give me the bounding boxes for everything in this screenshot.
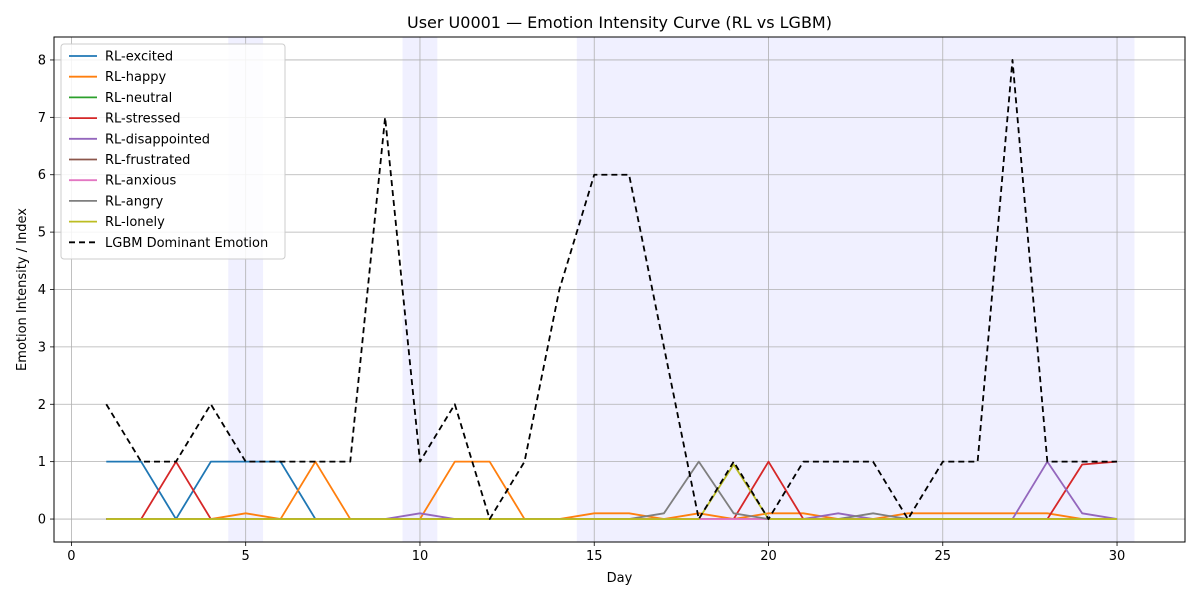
legend-label: RL-lonely <box>105 215 165 230</box>
legend-label: RL-happy <box>105 70 166 85</box>
legend-label: RL-stressed <box>105 112 180 127</box>
axis-ticks: 0 5 10 15 20 25 30 0 1 2 3 4 5 6 7 8 <box>38 53 1126 564</box>
x-axis-title: Day <box>607 571 633 586</box>
series-line-rl-happy <box>106 460 1118 520</box>
x-tick-label: 5 <box>242 549 250 564</box>
legend-label: LGBM Dominant Emotion <box>105 236 268 251</box>
series-line-lgbm-dominant-emotion <box>105 59 1118 520</box>
y-tick-label: 1 <box>38 455 46 470</box>
x-tick-label: 25 <box>934 549 951 564</box>
y-tick-label: 7 <box>38 111 46 126</box>
y-axis-title: Emotion Intensity / Index <box>15 208 30 371</box>
legend-label: RL-neutral <box>105 91 172 106</box>
x-tick-label: 10 <box>412 549 429 564</box>
legend-label: RL-disappointed <box>105 132 210 147</box>
y-tick-label: 8 <box>38 53 46 68</box>
legend-box <box>60 43 286 260</box>
series-line-rl-lonely <box>106 463 1118 520</box>
legend-label: RL-angry <box>105 194 164 209</box>
x-tick-label: 20 <box>760 549 777 564</box>
legend: RL-excited RL-happy RL-neutral RL-stressed R… <box>60 43 286 260</box>
y-tick-label: 3 <box>38 340 46 355</box>
y-tick-label: 6 <box>38 168 46 183</box>
legend-label: RL-excited <box>105 50 173 65</box>
series-lines <box>105 59 1118 520</box>
y-tick-label: 4 <box>38 283 46 298</box>
x-tick-label: 15 <box>586 549 603 564</box>
x-tick-label: 30 <box>1109 549 1126 564</box>
y-tick-label: 2 <box>38 398 46 413</box>
legend-label: RL-anxious <box>105 174 176 189</box>
y-tick-label: 5 <box>38 226 46 241</box>
legend-label: RL-frustrated <box>105 153 190 168</box>
chart-title: User U0001 — Emotion Intensity Curve (RL… <box>407 13 832 32</box>
x-tick-label: 0 <box>67 549 75 564</box>
y-tick-label: 0 <box>38 513 46 528</box>
